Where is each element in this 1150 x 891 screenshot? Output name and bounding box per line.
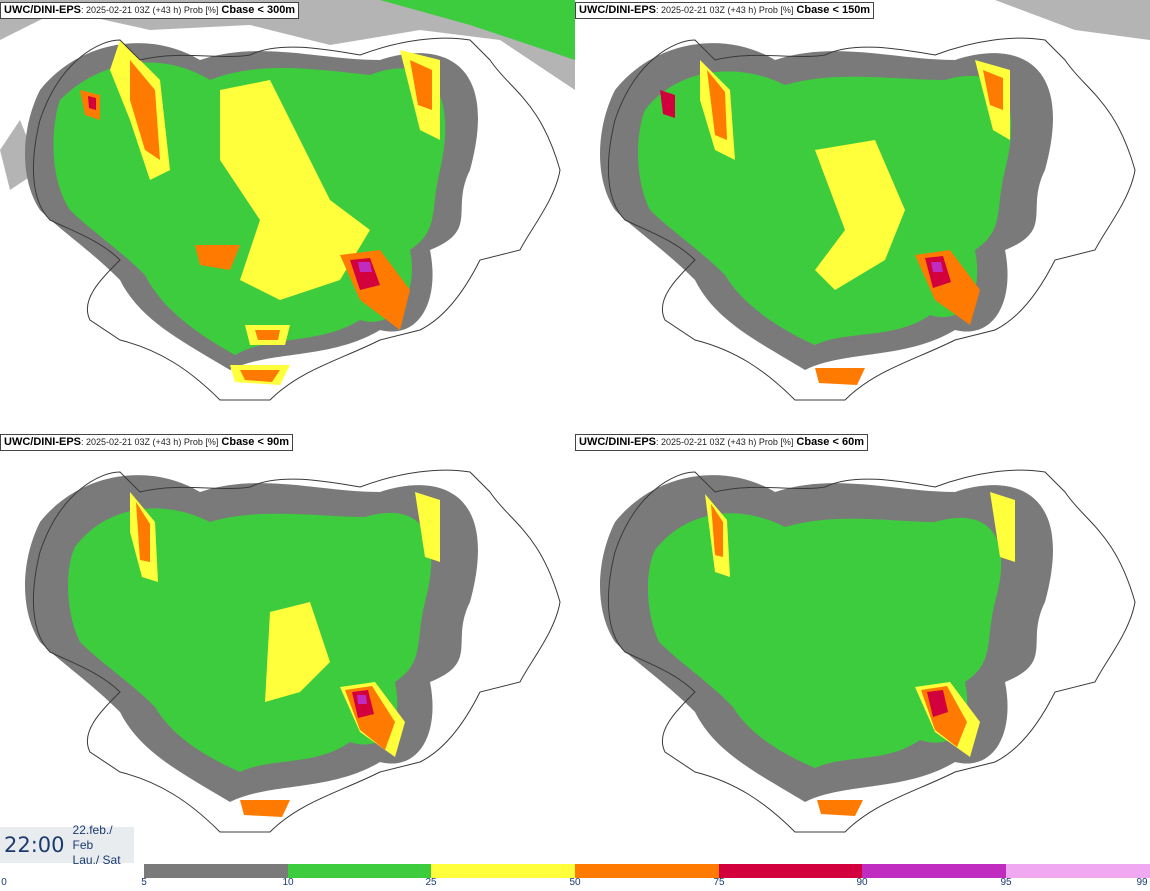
legend-band-25-50 [431, 864, 575, 878]
coastline [608, 37, 1136, 401]
probability-legend: 0 5 10 25 50 75 90 95 99 [0, 862, 1150, 891]
valid-date-line2: Lau./ Sat [72, 852, 121, 867]
model-name: UWC/DINI-EPS [579, 4, 656, 16]
model-name: UWC/DINI-EPS [579, 436, 656, 448]
map-panel-150m: UWC/DINI-EPS: 2025-02-21 03Z (+43 h) Pro… [575, 0, 1150, 430]
legend-tick: 99 [1136, 877, 1148, 888]
legend-band-5-10 [144, 864, 288, 878]
legend-tick: 10 [282, 877, 294, 888]
map-canvas [0, 0, 575, 401]
legend-band-10-25 [288, 864, 431, 878]
map-canvas [600, 0, 1150, 401]
valid-date-line1: 22.feb./ Feb [72, 822, 113, 852]
run-info: : 2025-02-21 03Z (+43 h) Prob [%] [81, 437, 219, 447]
run-info: : 2025-02-21 03Z (+43 h) Prob [%] [656, 5, 794, 15]
legend-band-0-5 [0, 864, 144, 878]
legend-tick: 50 [569, 877, 581, 888]
run-info: : 2025-02-21 03Z (+43 h) Prob [%] [81, 5, 219, 15]
map-canvas [600, 469, 1136, 833]
map-panel-300m: UWC/DINI-EPS: 2025-02-21 03Z (+43 h) Pro… [0, 0, 575, 430]
probability-field [0, 0, 575, 385]
legend-band-50-75 [575, 864, 719, 878]
map-canvas [25, 469, 561, 833]
threshold-label: Cbase < 90m [221, 436, 289, 448]
legend-tick: 0 [1, 877, 7, 888]
coastline [33, 469, 561, 833]
legend-tick: 25 [425, 877, 437, 888]
legend-tick: 5 [141, 877, 147, 888]
valid-time: 22:00 [4, 833, 65, 857]
threshold-label: Cbase < 60m [796, 436, 864, 448]
threshold-label: Cbase < 300m [221, 4, 296, 16]
probability-field [600, 0, 1150, 385]
probability-field [25, 475, 478, 817]
coastline [33, 37, 561, 401]
threshold-label: Cbase < 150m [796, 4, 871, 16]
panel-title: UWC/DINI-EPS: 2025-02-21 03Z (+43 h) Pro… [575, 2, 875, 19]
panel-title: UWC/DINI-EPS: 2025-02-21 03Z (+43 h) Pro… [575, 434, 868, 451]
map-panel-60m: UWC/DINI-EPS: 2025-02-21 03Z (+43 h) Pro… [575, 432, 1150, 862]
legend-tick: 95 [1000, 877, 1012, 888]
map-panel-90m: UWC/DINI-EPS: 2025-02-21 03Z (+43 h) Pro… [0, 432, 575, 862]
legend-band-90-95 [862, 864, 1006, 878]
legend-tick: 90 [856, 877, 868, 888]
model-name: UWC/DINI-EPS [4, 436, 81, 448]
model-name: UWC/DINI-EPS [4, 4, 81, 16]
panel-title: UWC/DINI-EPS: 2025-02-21 03Z (+43 h) Pro… [0, 434, 293, 451]
legend-band-75-90 [719, 864, 862, 878]
run-info: : 2025-02-21 03Z (+43 h) Prob [%] [656, 437, 794, 447]
probability-field [600, 475, 1053, 816]
legend-tick: 75 [713, 877, 725, 888]
legend-band-95-99 [1006, 864, 1150, 878]
panel-title: UWC/DINI-EPS: 2025-02-21 03Z (+43 h) Pro… [0, 2, 300, 19]
valid-date: 22.feb./ Feb Lau./ Sat [73, 823, 134, 868]
valid-time-box: 22:00 22.feb./ Feb Lau./ Sat [0, 823, 134, 867]
coastline [608, 469, 1136, 833]
